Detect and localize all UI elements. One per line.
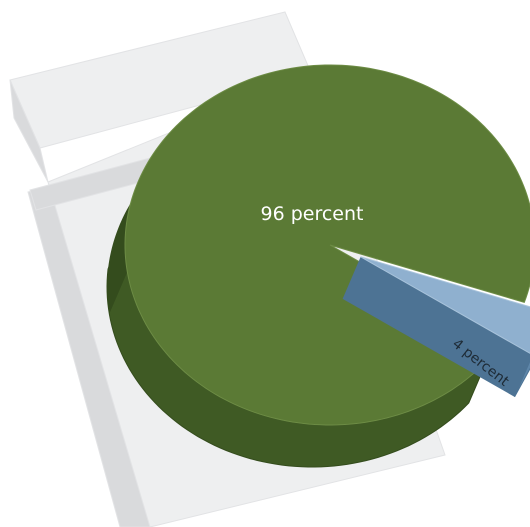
slice-cut-4-percent [342, 256, 530, 397]
slice-side-left-96-percent [107, 150, 156, 314]
slice-side-4-percent [514, 359, 530, 398]
pie-group [106, 64, 530, 468]
slice-4-percent [360, 256, 530, 354]
slice-label-96-percent: 96 percent [261, 203, 364, 225]
